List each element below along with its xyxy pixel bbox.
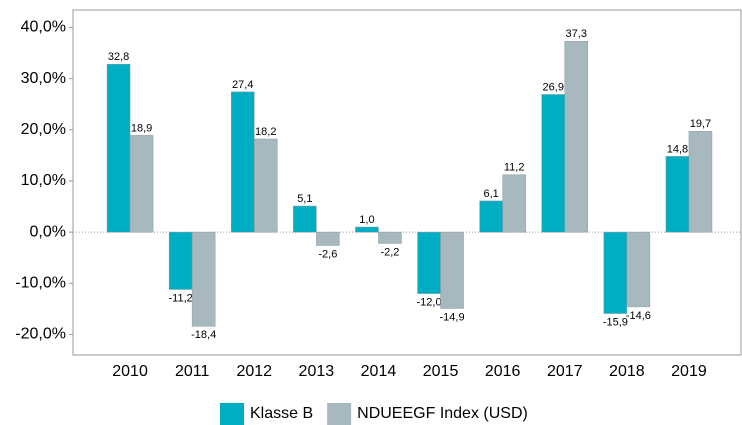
bar [129,135,154,233]
value-label: 19,7 [690,118,711,130]
y-tick-label: 20,0% [21,121,66,138]
bar [231,91,255,233]
value-label: -18,4 [191,329,216,341]
value-label: 37,3 [566,28,587,40]
bar [688,131,713,233]
bar [479,200,503,233]
value-label: 27,4 [232,79,253,91]
value-label: -14,6 [626,310,651,322]
value-label: -14,9 [440,311,465,323]
y-tick-label: -20,0% [15,326,66,343]
y-tick-label: -10,0% [15,275,66,292]
value-label: -2,6 [318,248,337,260]
legend-label: Klasse B [250,405,313,422]
bar [191,231,216,327]
bar [355,226,379,233]
plot-frame [72,9,742,356]
bar [440,231,464,309]
legend-swatch [327,403,352,425]
bar [603,231,628,314]
bar [564,40,588,233]
y-tick-label: 0,0% [30,223,66,240]
bar [378,231,402,244]
value-label: 32,8 [108,51,129,63]
x-tick-label: 2013 [299,363,335,380]
value-label: 11,2 [504,162,525,174]
bar [316,231,340,246]
value-label: 18,2 [255,126,276,138]
x-tick-label: 2016 [485,363,521,380]
value-label: -12,0 [417,296,442,308]
bar [502,174,526,233]
bar [106,64,131,233]
bar [293,205,317,233]
value-label: 6,1 [484,188,499,200]
value-label: -11,2 [169,292,193,304]
y-tick-label: 40,0% [21,19,66,36]
bar [626,231,651,308]
x-tick-label: 2019 [671,363,707,380]
value-label: 14,8 [667,143,688,155]
value-label: 18,9 [131,122,152,134]
bar [541,94,565,233]
value-label: 26,9 [543,81,564,93]
x-tick-label: 2010 [112,363,148,380]
value-label: 5,1 [297,193,312,205]
bar [168,231,193,290]
x-tick-label: 2012 [236,363,272,380]
x-tick-label: 2011 [175,363,210,380]
x-tick-label: 2018 [609,363,645,380]
value-label: 1,0 [359,214,374,226]
y-tick-label: 10,0% [21,172,66,189]
bar [665,156,690,233]
bar [254,138,278,233]
legend-label: NDUEEGF Index (USD) [357,405,528,422]
x-tick-label: 2017 [547,363,583,380]
bar [417,231,441,294]
y-tick-label: 30,0% [21,70,66,87]
value-label: -15,9 [603,316,628,328]
x-tick-label: 2015 [423,363,459,380]
x-tick-label: 2014 [361,363,397,380]
value-label: -2,2 [380,246,399,258]
legend-swatch [220,403,244,425]
